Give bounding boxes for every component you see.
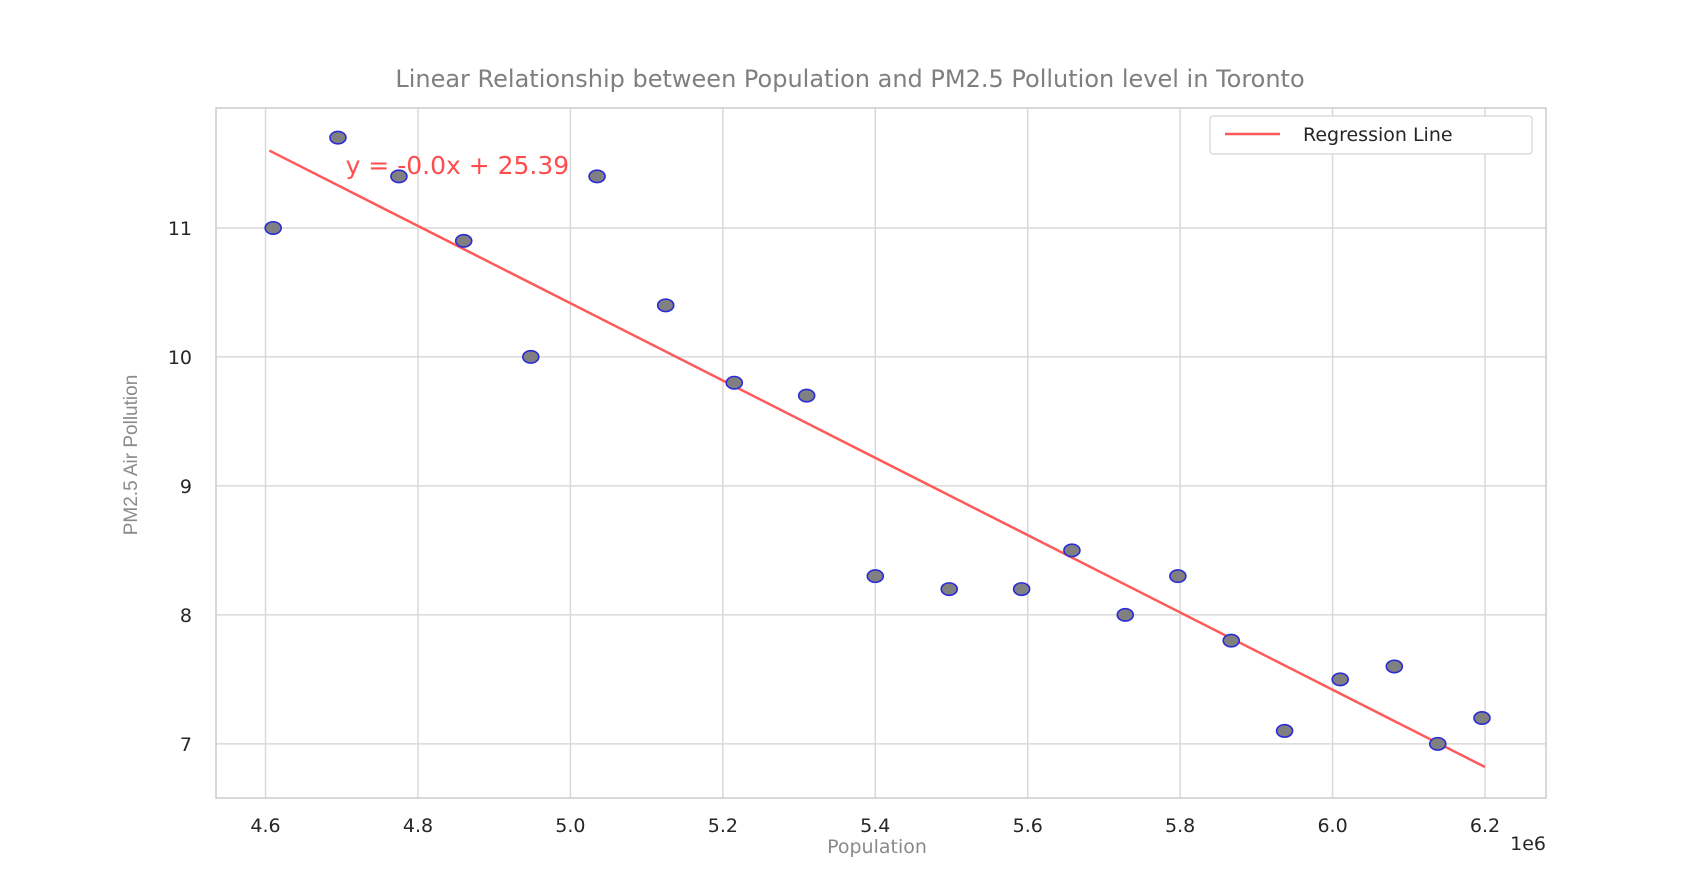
x-tick-label: 5.2 bbox=[708, 815, 738, 837]
grid bbox=[216, 108, 1546, 798]
y-tick-label: 9 bbox=[180, 476, 192, 498]
data-point bbox=[264, 220, 282, 235]
data-point bbox=[1331, 672, 1350, 687]
data-point bbox=[1385, 659, 1404, 674]
legend-box bbox=[1209, 115, 1533, 155]
legend-label: Regression Line bbox=[1303, 124, 1453, 146]
plot-frame bbox=[215, 107, 1547, 799]
x-tick-label: 5.8 bbox=[1165, 815, 1195, 837]
data-point bbox=[940, 582, 959, 597]
y-tick-label: 11 bbox=[168, 218, 192, 240]
data-point bbox=[329, 130, 347, 145]
data-point bbox=[866, 569, 885, 584]
data-point bbox=[1169, 569, 1187, 584]
data-points bbox=[264, 130, 1491, 751]
y-tick-label: 8 bbox=[180, 605, 192, 627]
regression-equation: y = -0.0x + 25.39 bbox=[346, 151, 570, 180]
data-point bbox=[1116, 607, 1135, 622]
data-point bbox=[588, 169, 606, 184]
data-point bbox=[1222, 633, 1241, 648]
x-tick-label: 5.0 bbox=[555, 815, 585, 837]
y-tick-label: 7 bbox=[180, 734, 192, 756]
data-point bbox=[797, 388, 816, 403]
x-tick-label: 6.0 bbox=[1317, 815, 1347, 837]
regression-line bbox=[268, 149, 1486, 769]
plot-area bbox=[216, 108, 1546, 798]
x-tick-label: 5.4 bbox=[860, 815, 890, 837]
data-point bbox=[454, 233, 473, 248]
legend: Regression Line bbox=[1209, 115, 1533, 155]
data-point bbox=[725, 375, 744, 390]
data-point bbox=[656, 298, 675, 313]
data-point bbox=[1473, 711, 1491, 726]
data-point bbox=[1012, 582, 1031, 597]
data-point bbox=[1428, 736, 1447, 751]
x-axis-offset-label: 1e6 bbox=[1510, 833, 1546, 855]
y-axis-label: PM2.5 Air Pollution bbox=[121, 375, 142, 536]
x-tick-label: 6.2 bbox=[1470, 815, 1500, 837]
x-tick-label: 4.6 bbox=[250, 815, 280, 837]
chart-title: Linear Relationship between Population a… bbox=[395, 65, 1304, 93]
data-point bbox=[1063, 543, 1081, 558]
data-point bbox=[1275, 723, 1294, 738]
x-axis-label: Population bbox=[827, 836, 927, 858]
data-point bbox=[521, 349, 540, 364]
x-tick-label: 4.8 bbox=[403, 815, 433, 837]
y-tick-labels: 7 8 9 10 11 bbox=[168, 218, 192, 756]
data-point bbox=[390, 169, 408, 184]
y-tick-label: 10 bbox=[168, 347, 192, 369]
x-tick-labels: 4.6 4.8 5.0 5.2 5.4 5.6 5.8 6.0 6.2 bbox=[250, 815, 1500, 837]
x-tick-label: 5.6 bbox=[1013, 815, 1043, 837]
